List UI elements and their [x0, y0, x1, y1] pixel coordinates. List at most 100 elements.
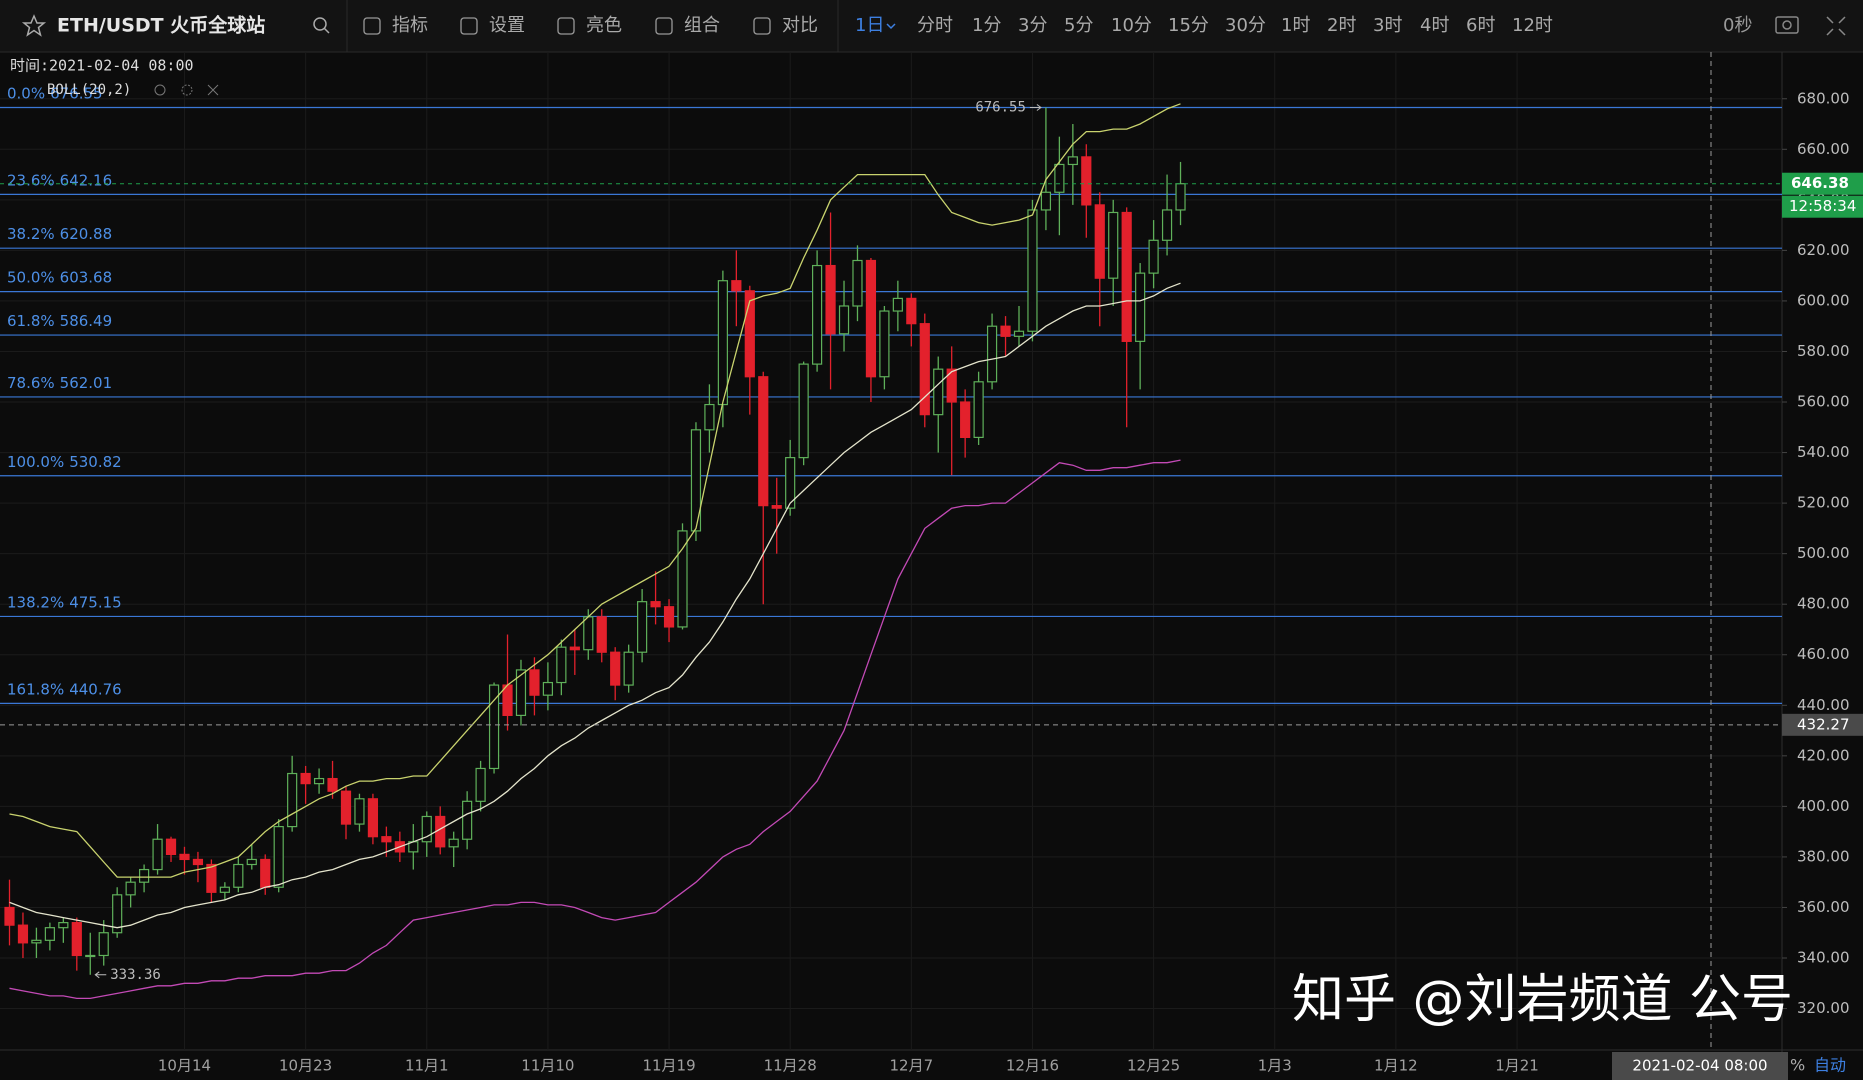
scale-mode[interactable]: 自动 [1814, 1056, 1846, 1075]
fib-price: 603.68 [60, 268, 113, 286]
fib-price: 440.76 [69, 680, 122, 698]
high-marker: 676.55 [975, 99, 1026, 115]
symbol-title[interactable]: ETH/USDT 火币全球站 [57, 14, 265, 37]
tool-icon[interactable] [363, 17, 381, 35]
interval-button[interactable]: 30分 [1225, 15, 1266, 36]
interval-button[interactable]: 15分 [1168, 15, 1209, 36]
candle-body [300, 772, 311, 785]
boll-upper [9, 103, 1181, 878]
tool-button[interactable]: 对比 [782, 15, 818, 36]
tool-button[interactable]: 指标 [392, 15, 428, 36]
interval-button[interactable]: 3分 [1018, 15, 1047, 36]
fib-label: 0.0% 676.55 [7, 84, 103, 102]
visibility-icon[interactable] [154, 84, 166, 96]
interval-button[interactable]: 1分 [972, 15, 1001, 36]
fib-ratio: 23.6% [7, 171, 55, 189]
refresh-label[interactable]: 0秒 [1723, 15, 1752, 36]
x-tick-label: 12月16 [1006, 1057, 1059, 1075]
candle-body [973, 381, 984, 439]
y-tick-label: 620.00 [1797, 241, 1850, 259]
candle-body [112, 894, 123, 934]
candle-body [71, 922, 82, 957]
fullscreen-icon[interactable] [1826, 16, 1846, 36]
interval-button[interactable]: 4时 [1420, 15, 1449, 36]
candle-body [17, 924, 29, 944]
indicator-label: BOLL(20,2) [47, 82, 131, 98]
candle-body [313, 777, 325, 785]
fib-label: 161.8% 440.76 [7, 680, 122, 698]
candle-body [758, 376, 769, 507]
fib-label: 23.6% 642.16 [7, 171, 112, 189]
interval-button[interactable]: 分时 [917, 15, 953, 36]
settings-icon[interactable] [181, 84, 193, 96]
candle-body [650, 601, 661, 608]
interval-button[interactable]: 1日 [855, 15, 884, 36]
x-tick-label: 1月12 [1374, 1057, 1418, 1075]
scale-mode[interactable]: % [1790, 1056, 1805, 1075]
tool-icon[interactable] [460, 17, 478, 35]
candle-body [811, 264, 823, 365]
interval-button[interactable]: 1时 [1281, 15, 1310, 36]
high-arrow [1029, 104, 1042, 111]
candle-body [731, 280, 742, 292]
fib-ratio: 161.8% [7, 680, 64, 698]
y-tick-label: 360.00 [1797, 898, 1850, 916]
tool-icon[interactable] [655, 17, 673, 35]
candle-body [933, 368, 944, 416]
tool-button[interactable]: 设置 [489, 15, 525, 36]
candle-body [273, 825, 284, 888]
fib-price: 642.16 [60, 171, 113, 189]
last-price-label: 646.38 [1791, 174, 1849, 192]
candle-body [1027, 209, 1038, 332]
candle-body [637, 601, 648, 653]
candle-body [798, 363, 809, 459]
candle-body [125, 881, 136, 896]
crosshair-time-tag [1612, 1052, 1788, 1080]
favorite-icon[interactable] [21, 14, 47, 37]
interval-button[interactable]: 5分 [1064, 15, 1093, 36]
x-tick-label: 11月10 [521, 1057, 574, 1075]
low-marker: 333.36 [110, 967, 161, 983]
tool-button[interactable]: 亮色 [586, 15, 622, 36]
interval-button[interactable]: 3时 [1373, 15, 1402, 36]
candle-body [717, 280, 728, 406]
candle-body [515, 669, 527, 716]
close-icon[interactable] [207, 84, 219, 96]
tool-icon[interactable] [753, 17, 771, 35]
tool-icon[interactable] [557, 17, 575, 35]
candle-body [4, 906, 15, 926]
interval-button[interactable]: 6时 [1466, 15, 1495, 36]
candle-body [529, 669, 540, 696]
candle-body [1013, 330, 1025, 337]
candle-body [865, 259, 877, 378]
candle-body [1054, 163, 1065, 193]
candle-body [354, 798, 365, 825]
candle-body [677, 530, 688, 628]
candle-body [219, 886, 230, 893]
candle-body [98, 932, 109, 957]
candle-body [663, 606, 675, 628]
interval-button[interactable]: 2时 [1327, 15, 1356, 36]
candle-body [852, 259, 863, 307]
candle-body [206, 863, 217, 893]
tool-button[interactable]: 组合 [684, 15, 720, 36]
screenshot-icon[interactable] [1775, 16, 1799, 34]
candle-body [1121, 211, 1132, 342]
x-tick-label: 1月3 [1258, 1057, 1292, 1075]
candle-body [583, 616, 594, 651]
fib-ratio: 61.8% [7, 312, 55, 330]
candle-body [287, 772, 298, 828]
candle-body [233, 863, 244, 888]
candle-body [704, 403, 715, 431]
candle-body [1000, 325, 1011, 337]
candle-body [946, 368, 957, 403]
interval-button[interactable]: 10分 [1111, 15, 1152, 36]
interval-button[interactable]: 12时 [1512, 15, 1553, 36]
candle-body [58, 922, 69, 929]
search-icon[interactable] [313, 17, 327, 31]
candle-body [960, 401, 971, 439]
candle-body [1175, 183, 1186, 211]
fib-ratio: 38.2% [7, 225, 55, 243]
